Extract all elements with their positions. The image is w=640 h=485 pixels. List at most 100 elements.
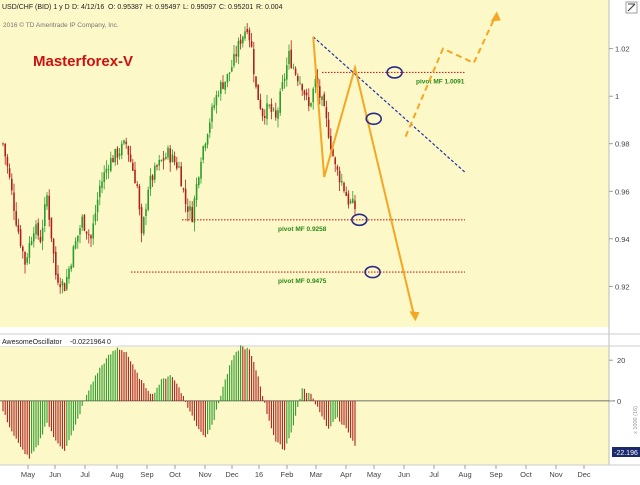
candle-body [206, 134, 209, 145]
candle-body [33, 233, 35, 242]
candlestick-series [2, 23, 356, 294]
time-axis-label: May [367, 470, 381, 479]
oscillator-value-badge: -22.196 [614, 450, 638, 457]
candle-body [83, 214, 86, 231]
candle-body [94, 213, 97, 222]
candle-body [233, 53, 235, 66]
candle-body [281, 81, 284, 90]
candle-body [259, 99, 262, 109]
candle-body [48, 195, 50, 220]
candle-body [257, 84, 259, 100]
candle-body [6, 156, 9, 167]
candle-body [107, 169, 110, 170]
candle-body [24, 251, 26, 265]
candle-body [228, 72, 231, 74]
candle-body [123, 140, 125, 144]
oscillator-pane-background [0, 347, 609, 465]
candle-body [121, 143, 123, 156]
candle-body [52, 238, 55, 254]
candle-body [345, 192, 347, 196]
candle-body [213, 105, 215, 108]
candle-body [319, 86, 321, 98]
candle-body [171, 154, 174, 162]
candle-body [79, 228, 81, 235]
candle-body [261, 108, 264, 117]
candle-body [145, 209, 147, 216]
candle-body [202, 146, 204, 160]
candle-body [184, 188, 187, 205]
pivot-label: pivot MF 0.9258 [278, 226, 327, 233]
candle-body [341, 180, 343, 183]
trend-annotations [312, 11, 501, 322]
candle-body [140, 207, 143, 234]
price-axis-label: 0.92 [615, 282, 630, 291]
candle-body [327, 119, 330, 138]
candle-body [343, 182, 345, 192]
candle-body [297, 75, 299, 82]
candle-body [198, 177, 200, 186]
candle-body [81, 216, 83, 228]
candle-body [288, 51, 290, 65]
candle-body [292, 67, 295, 69]
header-range: R: 0.004 [256, 4, 283, 11]
time-axis-label: Aug [458, 470, 471, 479]
candle-body [312, 88, 314, 103]
candle-body [310, 102, 312, 107]
copyright-notice: 2016 © TD Ameritrade IP Company, Inc. [3, 21, 119, 29]
candle-body [215, 95, 218, 106]
candle-body [338, 170, 341, 183]
header-high: H: 0.95497 [146, 4, 180, 11]
candle-body [85, 231, 88, 234]
candle-body [191, 207, 193, 222]
candle-body [127, 146, 130, 155]
candle-body [231, 67, 233, 72]
candle-body [151, 175, 154, 181]
candle-body [35, 224, 37, 235]
candle-body [110, 158, 112, 171]
candle-body [200, 161, 202, 179]
time-axis-label: May [21, 470, 35, 479]
candle-body [39, 236, 42, 243]
candle-body [55, 251, 57, 276]
candle-body [72, 246, 75, 268]
candle-body [15, 211, 17, 226]
candle-body [272, 109, 275, 111]
candle-body [158, 159, 160, 166]
candle-body [125, 141, 127, 144]
candle-body [173, 156, 176, 163]
time-axis-label: Jun [49, 470, 61, 479]
collapse-icon[interactable] [625, 1, 638, 14]
candle-body [270, 103, 273, 112]
candle-body [314, 78, 317, 87]
candle-body [136, 184, 138, 186]
candle-body [66, 276, 68, 290]
candle-body [211, 106, 213, 122]
candle-body [105, 168, 108, 173]
oscillator-axis-label: 20 [617, 356, 625, 365]
candle-body [13, 192, 15, 211]
candle-body [250, 40, 253, 47]
candle-body [19, 229, 22, 246]
candle-body [323, 94, 325, 107]
candle-body [255, 76, 257, 87]
candle-body [129, 154, 132, 162]
candle-body [116, 148, 119, 158]
candle-body [180, 166, 182, 187]
candle-body [176, 162, 178, 169]
candle-body [165, 156, 167, 159]
candle-body [169, 148, 171, 163]
candle-body [237, 41, 240, 57]
candle-body [46, 195, 48, 207]
candle-body [162, 158, 165, 161]
price-axis-label: 0.96 [615, 187, 630, 196]
candle-body [101, 181, 103, 188]
candle-body [224, 81, 226, 90]
candle-body [253, 49, 255, 75]
candle-body [246, 29, 248, 32]
oscillator-axis: 20 0 [609, 356, 625, 406]
candle-body [266, 103, 268, 119]
candle-body [301, 84, 303, 91]
candle-body [90, 235, 92, 239]
candle-body [347, 193, 350, 205]
